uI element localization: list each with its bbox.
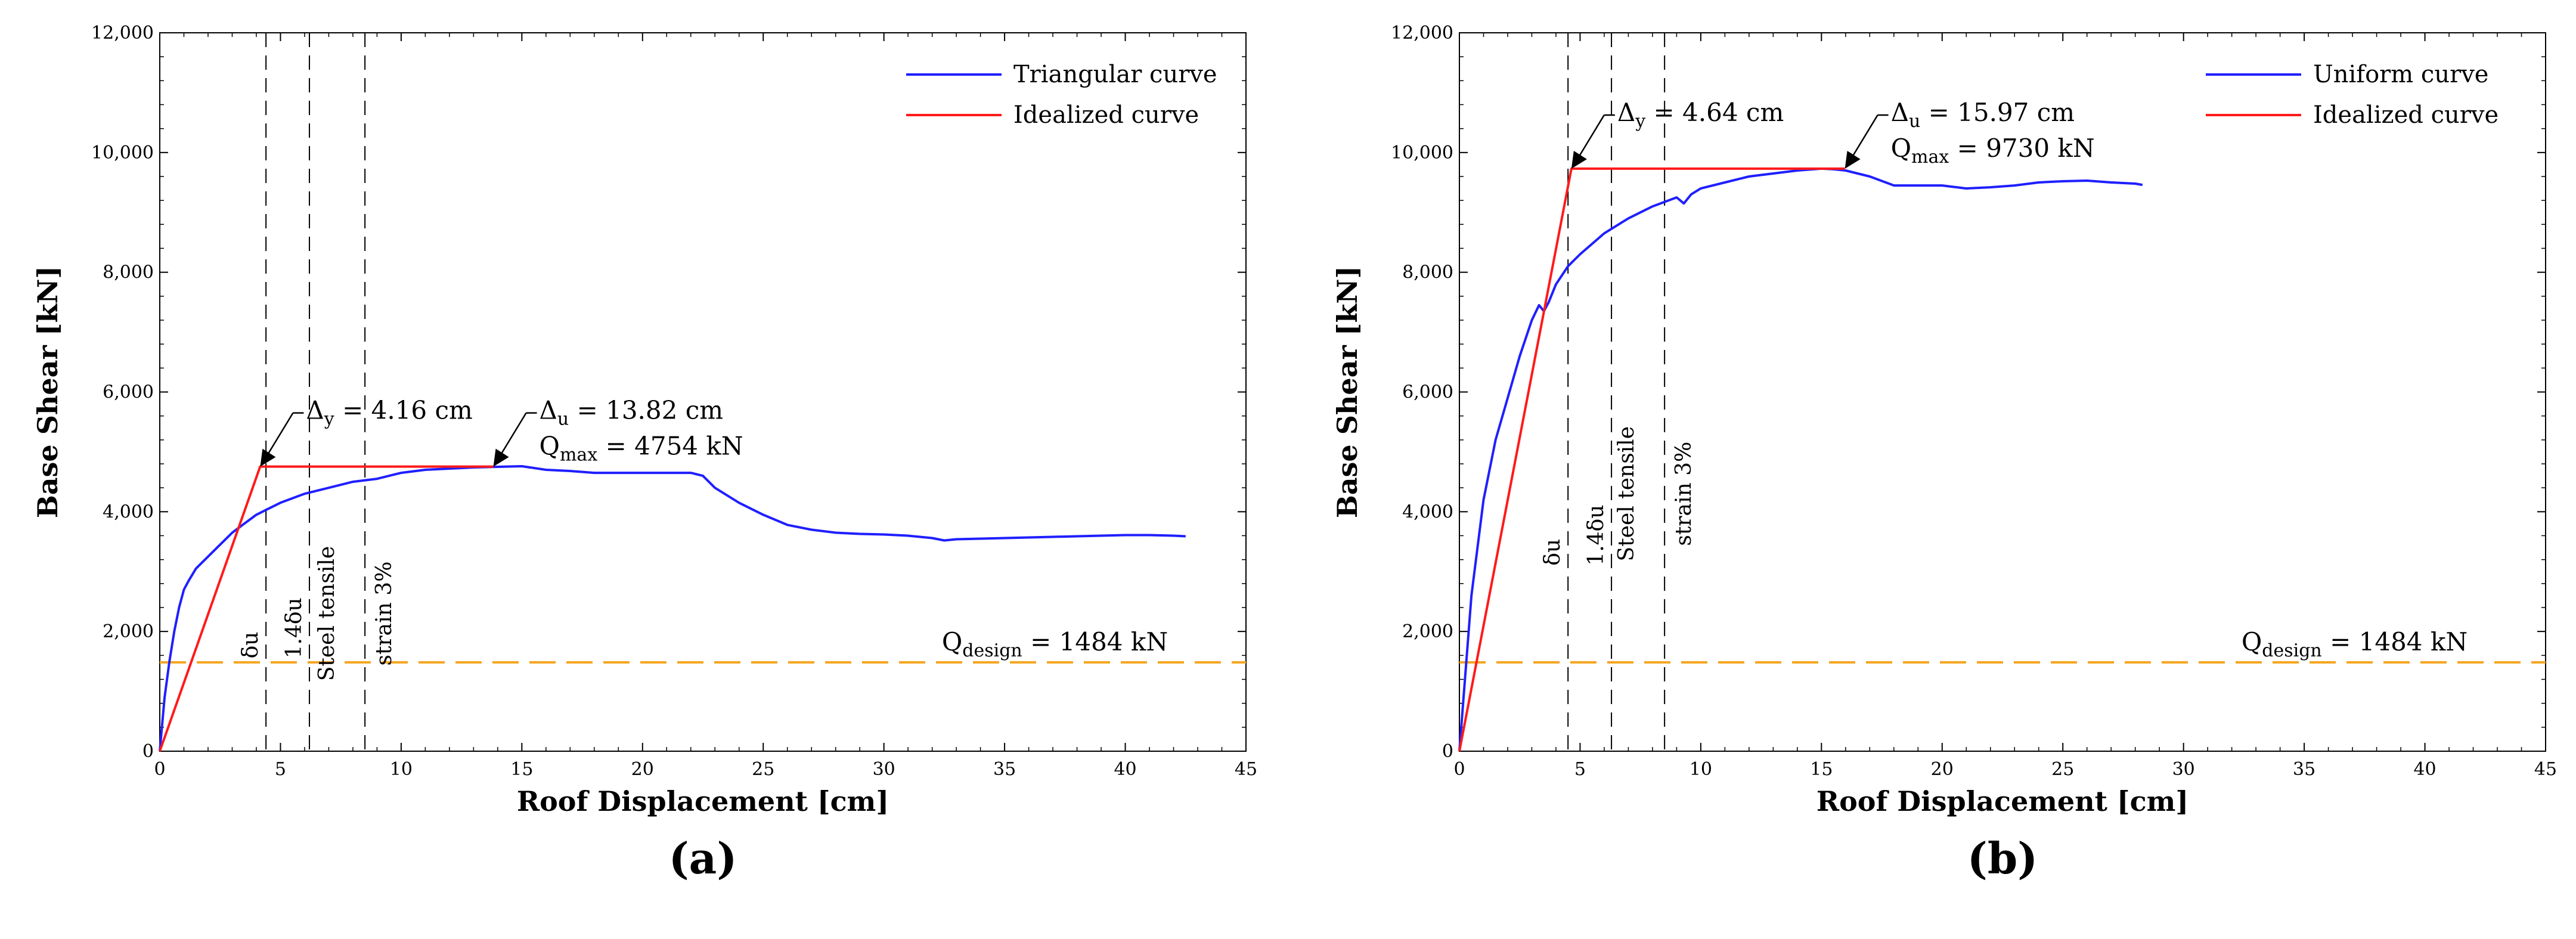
q-design-label-sub: design xyxy=(2262,640,2321,661)
annotation-text-main: Δ xyxy=(1891,98,1909,127)
y-tick-label: 12,000 xyxy=(1391,23,1453,44)
annotation-text-sub: u xyxy=(557,409,569,430)
q-design-label-main: Q xyxy=(942,627,962,656)
annotation-text-main: Δ xyxy=(1617,98,1635,127)
y-tick-label: 6,000 xyxy=(1402,382,1453,403)
series-line-capacity xyxy=(159,465,1186,752)
y-tick-label: 2,000 xyxy=(1402,621,1453,642)
series-line-idealized xyxy=(1458,167,1845,752)
x-tick-label: 20 xyxy=(1931,759,1954,780)
y-axis-title: Base Shear [kN] xyxy=(1331,266,1363,518)
annotation-line2-main: Q xyxy=(540,432,560,461)
annotation-line2-rest: = 4754 kN xyxy=(597,432,743,461)
annotation-line2-rest: = 9730 kN xyxy=(1949,134,2094,163)
annotation-text-line2: Qmax = 9730 kN xyxy=(1891,134,2095,168)
annotation-arrowhead xyxy=(1571,150,1587,169)
vertical-line-label: δu xyxy=(238,631,263,658)
y-tick-label: 0 xyxy=(1442,741,1453,762)
annotation-line2-sub: max xyxy=(560,445,597,466)
annotation-arrowhead xyxy=(260,448,276,467)
x-tick-label: 25 xyxy=(2051,759,2074,780)
x-tick-label: 35 xyxy=(2293,759,2315,780)
x-axis-title: Roof Displacement [cm] xyxy=(517,785,889,817)
legend-label: Uniform curve xyxy=(2313,61,2488,88)
x-tick-label: 0 xyxy=(1453,759,1465,780)
x-tick-label: 30 xyxy=(873,759,895,780)
legend-label: Triangular curve xyxy=(1013,61,1217,88)
y-tick-label: 12,000 xyxy=(91,23,154,44)
panel-label: (a) xyxy=(669,833,737,884)
x-tick-label: 15 xyxy=(1810,759,1833,780)
annotation-text-rest: = 15.97 cm xyxy=(1920,98,2075,127)
y-axis-title: Base Shear [kN] xyxy=(32,266,64,518)
annotation-text: Δy = 4.64 cm xyxy=(1617,98,1784,132)
x-tick-label: 20 xyxy=(631,759,654,780)
y-tick-label: 6,000 xyxy=(103,382,154,403)
x-tick-label: 10 xyxy=(1690,759,1712,780)
x-tick-label: 25 xyxy=(752,759,774,780)
y-tick-label: 10,000 xyxy=(91,142,154,163)
steel-strain-label-line1: Steel tensile xyxy=(315,546,339,681)
panel-label: (b) xyxy=(1967,833,2038,884)
x-tick-label: 15 xyxy=(510,759,533,780)
x-tick-label: 10 xyxy=(390,759,413,780)
x-tick-label: 40 xyxy=(1114,759,1136,780)
q-design-label-rest: = 1484 kN xyxy=(1022,627,1168,656)
series-line-capacity xyxy=(1458,167,2143,752)
x-tick-label: 5 xyxy=(275,759,286,780)
q-design-label: Qdesign = 1484 kN xyxy=(942,627,1168,661)
q-design-label: Qdesign = 1484 kN xyxy=(2242,627,2467,661)
y-tick-label: 0 xyxy=(142,741,154,762)
vertical-line-label: δu xyxy=(1540,539,1565,566)
annotation-text-main: Δ xyxy=(540,396,557,425)
vertical-line-label: 1.4δu xyxy=(282,597,306,658)
annotation-text-rest: = 4.64 cm xyxy=(1645,98,1784,127)
y-tick-label: 10,000 xyxy=(1391,142,1453,163)
annotation-line2-main: Q xyxy=(1891,134,1911,163)
annotation-text-sub: u xyxy=(1909,111,1920,132)
x-tick-label: 40 xyxy=(2413,759,2436,780)
legend-label: Idealized curve xyxy=(1013,101,1199,129)
steel-strain-label-line1: Steel tensile xyxy=(1614,426,1639,561)
annotation-line2-sub: max xyxy=(1911,147,1949,168)
q-design-label-sub: design xyxy=(962,640,1022,661)
x-tick-label: 5 xyxy=(1574,759,1586,780)
annotation-text: Δy = 4.16 cm xyxy=(306,396,472,430)
series-line-idealized xyxy=(159,465,494,752)
x-tick-label: 45 xyxy=(1235,759,1257,780)
annotation-text-line2: Qmax = 4754 kN xyxy=(540,432,743,466)
annotation-text-sub: y xyxy=(1635,111,1645,132)
chart-panel-2: 0 5 10 15 20 25 30 35 40 45 0 2,000 4,000 6,000 8,000 1… xyxy=(1331,23,2557,884)
annotation-text: Δu = 13.82 cm xyxy=(540,396,724,430)
annotation-text-sub: y xyxy=(324,409,334,430)
chart-panel-1: 0 5 10 15 20 25 30 35 40 45 0 2,000 4,000 6,000 8,000 1… xyxy=(32,23,1257,884)
x-axis-title: Roof Displacement [cm] xyxy=(1816,785,2188,817)
q-design-label-main: Q xyxy=(2242,627,2262,656)
annotation-text-main: Δ xyxy=(306,396,324,425)
y-tick-label: 4,000 xyxy=(103,501,154,522)
legend-label: Idealized curve xyxy=(2313,101,2498,129)
x-tick-label: 30 xyxy=(2172,759,2195,780)
y-tick-label: 8,000 xyxy=(103,262,154,283)
steel-strain-label-line2: strain 3% xyxy=(1672,442,1696,546)
x-tick-label: 0 xyxy=(154,759,165,780)
y-tick-label: 8,000 xyxy=(1402,262,1453,283)
annotation-text: Δu = 15.97 cm xyxy=(1891,98,2075,132)
annotation-arrowhead xyxy=(493,448,509,467)
annotation-arrowhead xyxy=(1845,150,1861,169)
annotation-text-rest: = 4.16 cm xyxy=(334,396,473,425)
x-tick-label: 35 xyxy=(993,759,1016,780)
y-tick-label: 2,000 xyxy=(103,621,154,642)
q-design-label-rest: = 1484 kN xyxy=(2322,627,2467,656)
steel-strain-label-line2: strain 3% xyxy=(372,562,396,666)
annotation-text-rest: = 13.82 cm xyxy=(569,396,723,425)
x-tick-label: 45 xyxy=(2534,759,2557,780)
y-tick-label: 4,000 xyxy=(1402,501,1453,522)
vertical-line-label: 1.4δu xyxy=(1584,505,1608,566)
